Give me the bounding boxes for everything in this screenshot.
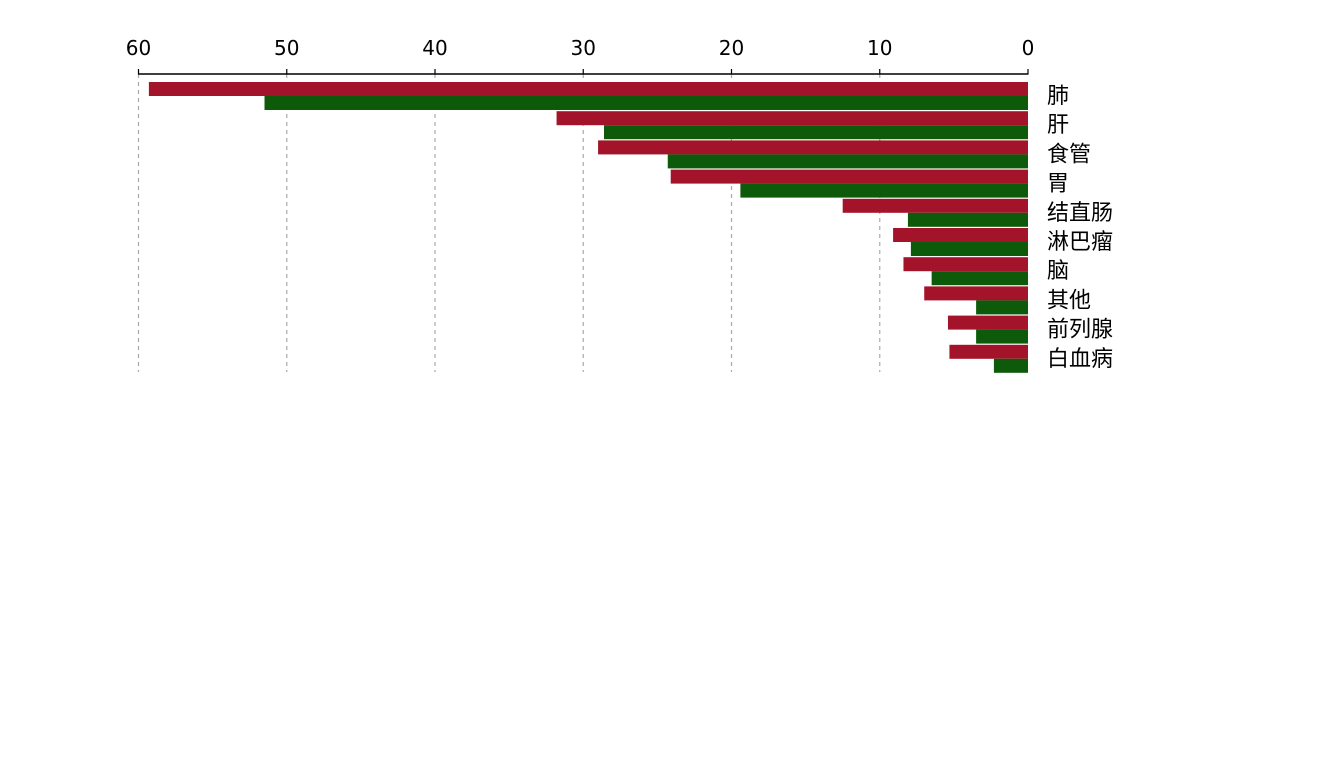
bar-series2-4 <box>907 212 1028 227</box>
bar-series2-3 <box>740 183 1028 198</box>
bar-series2-5 <box>910 242 1028 256</box>
bar-series2-7 <box>976 300 1028 315</box>
bar-series2-6 <box>931 271 1028 286</box>
bar-series1-7 <box>924 286 1028 301</box>
category-label-9: 白血病 <box>1047 347 1113 372</box>
category-label-7: 其他 <box>1047 288 1091 313</box>
x-tick-label-10: 10 <box>867 36 892 60</box>
x-tick-label-60: 60 <box>126 36 151 60</box>
x-tick-label-30: 30 <box>571 36 596 60</box>
bars <box>148 82 1028 373</box>
x-tick-label-0: 0 <box>1022 36 1035 60</box>
category-label-6: 脑 <box>1047 259 1069 284</box>
bar-series1-1 <box>556 111 1028 126</box>
bar-series1-5 <box>893 228 1028 242</box>
category-label-4: 结直肠 <box>1047 201 1113 226</box>
bar-series1-3 <box>670 169 1028 184</box>
bar-series2-1 <box>604 125 1028 140</box>
bar-series1-8 <box>947 315 1028 330</box>
bar-series2-9 <box>993 358 1028 373</box>
category-label-8: 前列腺 <box>1047 318 1113 343</box>
x-tick-label-50: 50 <box>274 36 299 60</box>
category-label-2: 食管 <box>1047 142 1091 167</box>
category-label-5: 淋巴瘤 <box>1047 230 1113 255</box>
bar-series1-6 <box>903 257 1028 272</box>
x-tick-label-40: 40 <box>422 36 447 60</box>
bar-series1-9 <box>949 344 1028 359</box>
x-tick-label-20: 20 <box>719 36 744 60</box>
category-label-0: 肺 <box>1047 84 1069 109</box>
bar-series2-2 <box>667 154 1028 169</box>
bar-series2-8 <box>976 329 1028 344</box>
bar-series1-0 <box>148 82 1028 96</box>
bar-series1-4 <box>842 198 1028 213</box>
category-label-1: 肝 <box>1047 113 1069 138</box>
bar-series1-2 <box>598 140 1028 155</box>
bar-series2-0 <box>264 96 1028 110</box>
category-label-3: 胃 <box>1047 172 1069 197</box>
x-axis: 60 50 40 30 20 10 0 <box>126 36 1035 75</box>
